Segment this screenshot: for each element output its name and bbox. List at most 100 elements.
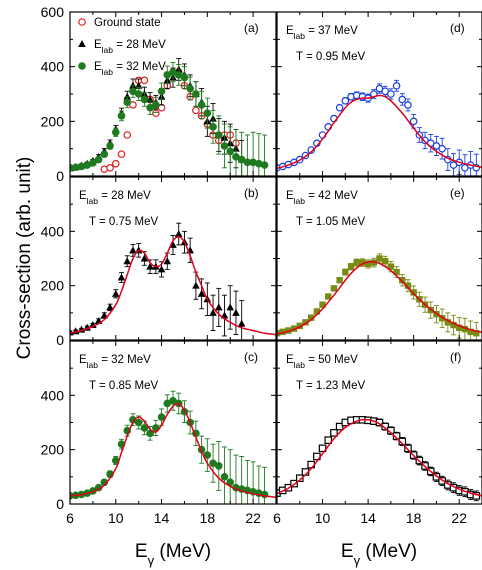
data-point <box>319 301 326 308</box>
data-point <box>220 473 229 481</box>
panel-e: (e) Elab = 42 MeV T = 1.05 MeV <box>276 176 482 341</box>
data-point <box>214 131 223 139</box>
data-point <box>296 322 303 330</box>
data-point <box>342 268 349 276</box>
y-tick-label: 600 <box>41 4 65 20</box>
x-tick-label: 6 <box>273 510 281 526</box>
panel-energy-label: Elab = 42 MeV <box>286 190 358 206</box>
data-point <box>473 330 480 337</box>
legend-label: Elab = 32 MeV <box>94 61 166 77</box>
data-point <box>260 161 269 169</box>
panel-frame <box>69 176 277 341</box>
data-point <box>307 146 315 154</box>
data-point <box>450 321 457 329</box>
data-point <box>381 258 389 265</box>
label-rest: = 42 MeV <box>305 190 358 202</box>
data-point <box>444 319 452 326</box>
data-point <box>140 424 149 432</box>
panel-temperature-label: T = 0.85 MeV <box>89 380 158 392</box>
fit-curve <box>70 402 276 498</box>
panel-energy-label: Elab = 28 MeV <box>79 190 151 206</box>
panel-f: (f) Elab = 50 MeV T = 1.23 MeV 6 10 14 18 22 <box>273 340 482 526</box>
data-point <box>370 259 378 266</box>
data-point <box>387 90 395 98</box>
label-base: E <box>286 354 294 366</box>
data-point <box>140 95 149 104</box>
data-point <box>94 155 103 164</box>
data-point <box>117 112 126 120</box>
xlabel-rest: (MeV) <box>360 541 417 562</box>
xlabel-rest: (MeV) <box>154 541 211 562</box>
panel-b: (b) Elab = 28 MeV T = 0.75 MeV 0 200 400 <box>41 176 277 348</box>
data-point <box>123 257 132 265</box>
x-tick-label: 6 <box>66 510 74 526</box>
panel-energy-label: Elab = 37 MeV <box>286 25 358 41</box>
label-subscript: lab <box>294 360 306 370</box>
panel-energy-label: Elab = 50 MeV <box>286 354 358 370</box>
series-filled-square <box>277 253 480 340</box>
data-point <box>140 254 149 262</box>
x-tick-label: 22 <box>245 510 261 526</box>
data-point <box>285 327 292 334</box>
panel-frame <box>69 11 277 177</box>
data-point <box>387 263 395 270</box>
fit-curve <box>277 260 482 335</box>
panel-c: (c) Elab = 32 MeV T = 0.85 MeV 0 200 400 6 10 14… <box>41 340 277 526</box>
data-point <box>214 462 223 470</box>
panel-temperature-label: T = 0.95 MeV <box>296 51 365 63</box>
data-point <box>89 159 97 167</box>
y-tick-label: 200 <box>41 113 65 129</box>
xlabel-subscript: γ <box>148 553 155 568</box>
data-point <box>134 418 143 427</box>
panel-letter: (f) <box>450 350 461 364</box>
data-point <box>438 315 446 322</box>
legend-marker <box>78 62 86 70</box>
data-point <box>209 308 217 316</box>
plot-area <box>70 58 269 176</box>
data-point <box>111 289 120 297</box>
series-filled-circle <box>70 390 269 504</box>
panel-temperature-label: T = 1.23 MeV <box>296 380 365 392</box>
y-tick-label: 200 <box>41 278 65 294</box>
x-tick-label: 14 <box>360 510 376 526</box>
panel-d: (d) Elab = 37 MeV T = 0.95 MeV <box>276 11 482 177</box>
label-base: E <box>286 190 294 202</box>
plot-area <box>277 79 482 176</box>
panel-letter: (b) <box>244 186 259 200</box>
data-point <box>290 325 298 332</box>
plot-area <box>277 415 482 502</box>
panel-letter: (c) <box>244 350 258 364</box>
data-point <box>203 109 212 117</box>
data-point <box>140 76 149 85</box>
data-point <box>226 147 235 156</box>
x-axis-title-right: Eγ (MeV) <box>341 541 417 568</box>
data-point <box>341 97 350 105</box>
data-point <box>123 98 132 106</box>
data-point <box>336 277 343 284</box>
data-point <box>232 308 240 316</box>
data-point <box>111 128 120 137</box>
panel-frame <box>276 11 482 177</box>
data-point <box>197 101 206 109</box>
data-point <box>467 328 474 336</box>
data-point <box>399 277 406 284</box>
fit-curve <box>277 94 482 170</box>
label-subscript: lab <box>87 196 99 206</box>
y-axis-title: Cross-section (arb. unit) <box>14 157 35 360</box>
data-point <box>157 413 166 421</box>
label-rest: = 37 MeV <box>305 25 358 37</box>
data-point <box>302 319 309 326</box>
data-point <box>404 101 412 109</box>
x-tick-label: 18 <box>200 510 216 526</box>
legend-marker <box>78 18 86 26</box>
x-tick-label: 10 <box>108 510 124 526</box>
data-point <box>404 444 412 453</box>
panel-frame <box>276 340 482 505</box>
data-point <box>325 293 332 300</box>
data-point <box>157 87 166 96</box>
data-point <box>392 82 401 90</box>
legend-marker <box>78 40 86 47</box>
data-point <box>409 117 418 126</box>
data-point <box>353 259 360 266</box>
